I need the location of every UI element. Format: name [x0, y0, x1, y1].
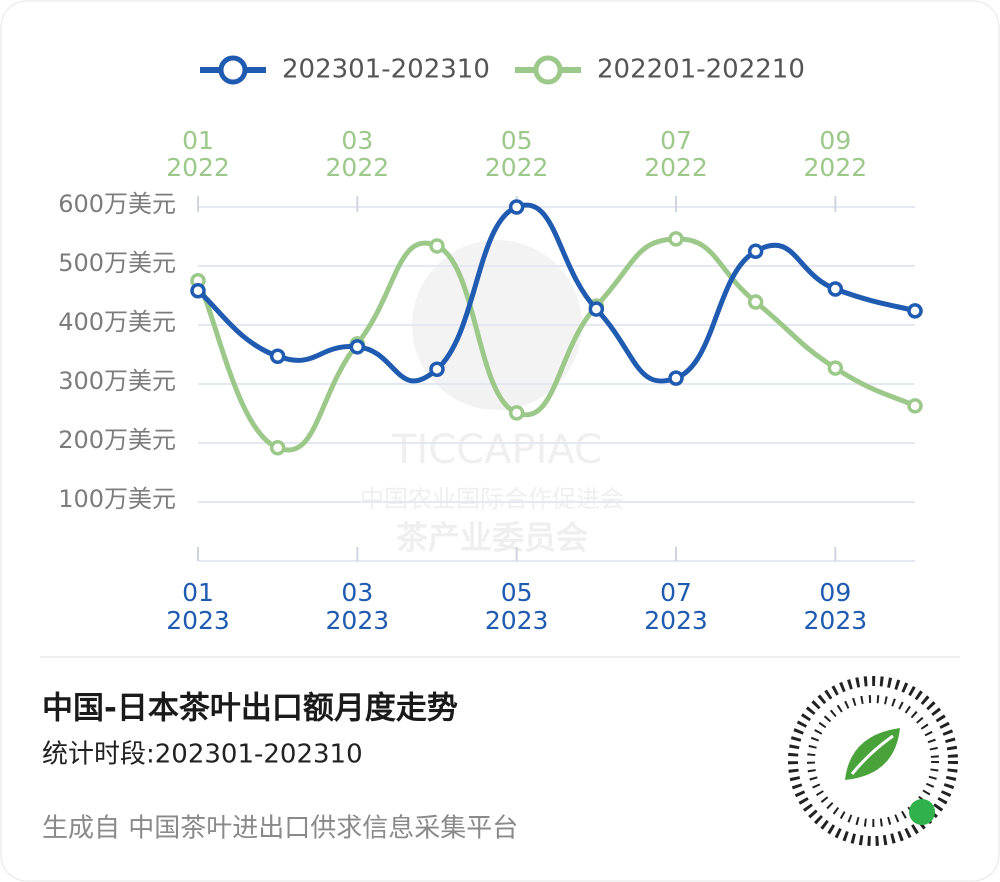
point	[508, 405, 525, 421]
x2-tick-label: 2022	[166, 153, 230, 182]
qr-code	[788, 676, 958, 846]
point	[349, 339, 366, 355]
watermark-text: 中国农业国际合作促进会	[360, 485, 624, 513]
x-tick-label: 05	[501, 578, 533, 607]
point	[747, 243, 764, 259]
point	[588, 301, 605, 317]
series-line	[196, 202, 916, 384]
x2-tick-label: 09	[819, 126, 851, 155]
x2-tick-label: 05	[501, 126, 533, 155]
x2-tick-label: 2022	[326, 153, 390, 182]
x-tick-label: 09	[819, 578, 851, 607]
point	[429, 238, 445, 254]
legend-label: 202201-202210	[597, 55, 805, 85]
point	[190, 283, 206, 299]
y-tick-label: 100万美元	[58, 485, 176, 513]
watermark-text: TICCAPIAC	[391, 427, 602, 473]
point	[668, 370, 684, 386]
point	[827, 360, 844, 376]
point	[508, 199, 525, 215]
x-tick-label: 01	[182, 578, 214, 607]
point	[668, 231, 684, 247]
x-tick-label: 07	[660, 578, 692, 607]
watermark-text: 茶产业委员会	[396, 519, 588, 557]
subtitle: 统计时段:202301-202310	[42, 740, 363, 770]
legend-marker	[218, 55, 248, 85]
point	[907, 303, 923, 319]
y-tick-label: 300万美元	[58, 367, 176, 395]
x2-tick-label: 2022	[644, 153, 708, 182]
point	[907, 398, 923, 414]
x2-tick-label: 2022	[804, 153, 868, 182]
footer: 生成自 中国茶叶进出口供求信息采集平台	[42, 814, 518, 844]
x2-tick-label: 03	[341, 126, 373, 155]
x-tick-label: 2023	[326, 606, 390, 635]
y-tick-label: 600万美元	[58, 190, 176, 218]
x-tick-label: 2023	[804, 606, 868, 635]
y-tick-label: 200万美元	[58, 426, 176, 454]
point	[747, 294, 764, 310]
legend-marker	[533, 55, 563, 85]
x-tick-label: 2023	[644, 606, 708, 635]
point	[827, 281, 844, 297]
point	[429, 361, 445, 377]
x2-tick-label: 2022	[485, 153, 549, 182]
point	[269, 348, 286, 365]
x2-tick-label: 01	[182, 126, 214, 155]
x2-tick-label: 07	[660, 126, 692, 155]
x-tick-label: 2023	[485, 606, 549, 635]
legend-label: 202301-202310	[282, 55, 490, 85]
x-tick-label: 2023	[166, 606, 230, 635]
y-tick-label: 400万美元	[58, 308, 176, 336]
y-tick-label: 500万美元	[58, 249, 176, 277]
chart-title: 中国-日本茶叶出口额月度走势	[42, 691, 458, 727]
point	[269, 439, 286, 456]
x-tick-label: 03	[341, 578, 373, 607]
